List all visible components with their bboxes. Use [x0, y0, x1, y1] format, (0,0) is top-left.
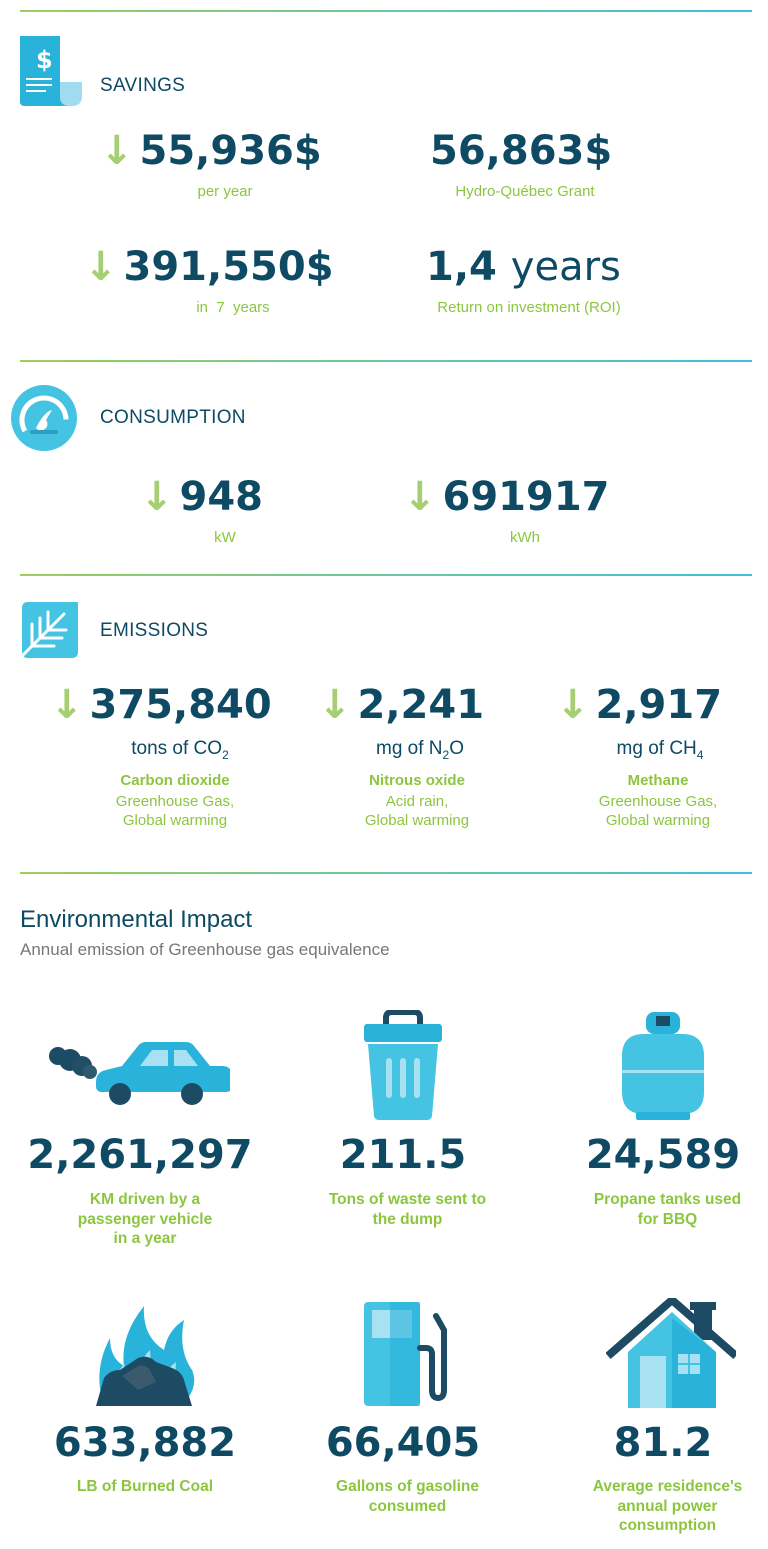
impact-label-propane-line2: for BBQ: [637, 1210, 698, 1228]
impact-label-residence: Average residence's annual power consump…: [560, 1477, 768, 1536]
co2-desc-line1: Greenhouse Gas,: [115, 793, 235, 810]
power-unit: kW: [214, 529, 236, 546]
impact-label-propane-line1: Propane tanks used: [593, 1191, 742, 1208]
ch4-name: Methane: [627, 772, 689, 789]
co2-value: ↓ 375,840: [50, 682, 272, 728]
annual-savings-amount: 55,936$: [139, 128, 322, 174]
co2-name: Carbon dioxide: [120, 772, 230, 789]
ch4-unit: mg of CH4: [580, 738, 740, 762]
n2o-value: ↓ 2,241: [318, 682, 484, 728]
grant-value: 56,863$: [430, 128, 613, 174]
down-arrow-icon: ↓: [84, 244, 118, 290]
leaf-icon: [16, 602, 78, 662]
down-arrow-icon: ↓: [50, 682, 84, 728]
roi-number: 1,4: [426, 244, 497, 290]
roi-value: 1,4 years: [426, 244, 621, 290]
trash-can-icon: [364, 1010, 442, 1120]
co2-unit-text: tons of CO: [131, 738, 223, 759]
grant-label: Hydro-Québec Grant: [455, 183, 595, 200]
impact-label-coal-line1: LB of Burned Coal: [76, 1478, 214, 1495]
ch4-number: 2,917: [595, 682, 723, 728]
total-savings-label: in 7 years: [196, 299, 270, 316]
n2o-number: 2,241: [357, 682, 485, 728]
impact-label-gasoline-line2: consumed: [368, 1497, 447, 1515]
impact-label-residence-line2: annual power: [617, 1497, 718, 1515]
burning-coal-icon: [96, 1306, 195, 1406]
impact-label-propane: Propane tanks used for BBQ: [560, 1190, 768, 1229]
svg-text:$: $: [36, 46, 53, 74]
consumption-divider: [20, 360, 752, 362]
down-arrow-icon: ↓: [100, 128, 134, 174]
ch4-desc-line1: Greenhouse Gas,: [598, 793, 718, 810]
n2o-desc-line2: Global warming: [364, 812, 470, 829]
impact-divider: [20, 872, 752, 874]
impact-title: Environmental Impact: [20, 906, 253, 933]
down-arrow-icon: ↓: [318, 682, 352, 728]
impact-label-waste: Tons of waste sent to the dump: [300, 1190, 515, 1229]
impact-label-car-line3: in a year: [113, 1230, 177, 1247]
energy-value: ↓ 691917: [403, 474, 610, 520]
impact-label-gasoline-line1: Gallons of gasoline: [336, 1478, 479, 1495]
power-value: ↓ 948: [140, 474, 263, 520]
roi-label: Return on investment (ROI): [437, 299, 621, 316]
annual-savings-label: per year: [197, 183, 253, 200]
n2o-unit-text: mg of N: [376, 738, 443, 759]
invoice-icon: $: [20, 36, 82, 106]
n2o-unit: mg of N2O: [340, 738, 500, 762]
down-arrow-icon: ↓: [140, 474, 174, 520]
roi-unit: years: [510, 244, 621, 290]
co2-unit-sub: 2: [222, 747, 229, 762]
propane-tank-icon: [622, 1012, 704, 1120]
co2-desc-line2: Global warming: [122, 812, 228, 829]
down-arrow-icon: ↓: [403, 474, 437, 520]
ch4-unit-text: mg of CH: [616, 738, 697, 759]
impact-value-gasoline: 66,405: [325, 1420, 481, 1466]
gauge-icon: [11, 385, 77, 451]
n2o-unit-suffix: O: [449, 738, 464, 759]
house-icon: [606, 1298, 736, 1408]
down-arrow-icon: ↓: [556, 682, 590, 728]
impact-label-coal: LB of Burned Coal: [40, 1477, 250, 1497]
impact-label-car-line2: passenger vehicle: [77, 1210, 213, 1228]
ch4-unit-sub: 4: [696, 747, 704, 762]
impact-value-waste: 211.5: [339, 1132, 467, 1178]
savings-title: SAVINGS: [100, 75, 186, 96]
n2o-desc-line1: Acid rain,: [385, 793, 449, 810]
emissions-title: EMISSIONS: [100, 620, 209, 641]
car-icon: [49, 1042, 230, 1105]
emissions-divider: [20, 574, 752, 576]
impact-label-car-line1: KM driven by a: [89, 1191, 201, 1208]
impact-label-residence-line3: consumption: [618, 1517, 717, 1534]
impact-label-gasoline: Gallons of gasoline consumed: [300, 1477, 515, 1516]
top-divider: [20, 10, 752, 12]
co2-unit: tons of CO2: [100, 738, 260, 762]
n2o-description: Acid rain, Global warming: [317, 792, 517, 830]
ch4-desc-line2: Global warming: [605, 812, 711, 829]
energy-number: 691917: [442, 474, 610, 520]
impact-label-residence-line1: Average residence's: [592, 1478, 743, 1495]
co2-description: Greenhouse Gas, Global warming: [75, 792, 275, 830]
n2o-unit-sub: 2: [442, 747, 450, 762]
gas-pump-icon: [364, 1302, 447, 1406]
power-number: 948: [179, 474, 264, 520]
impact-label-waste-line1: Tons of waste sent to: [328, 1191, 487, 1208]
impact-value-propane: 24,589: [585, 1132, 741, 1178]
impact-value-coal: 633,882: [53, 1420, 237, 1466]
impact-subtitle: Annual emission of Greenhouse gas equiva…: [20, 940, 390, 959]
ch4-value: ↓ 2,917: [556, 682, 722, 728]
impact-label-car: KM driven by a passenger vehicle in a ye…: [40, 1190, 250, 1249]
total-savings-value: ↓ 391,550$: [84, 244, 334, 290]
annual-savings-value: ↓ 55,936$: [100, 128, 322, 174]
energy-unit: kWh: [510, 529, 540, 546]
consumption-title: CONSUMPTION: [100, 407, 246, 428]
impact-label-waste-line2: the dump: [372, 1210, 443, 1228]
impact-value-car: 2,261,297: [27, 1132, 253, 1178]
co2-number: 375,840: [89, 682, 272, 728]
ch4-description: Greenhouse Gas, Global warming: [558, 792, 758, 830]
total-savings-amount: 391,550$: [123, 244, 334, 290]
impact-value-residence: 81.2: [613, 1420, 713, 1466]
n2o-name: Nitrous oxide: [369, 772, 465, 789]
